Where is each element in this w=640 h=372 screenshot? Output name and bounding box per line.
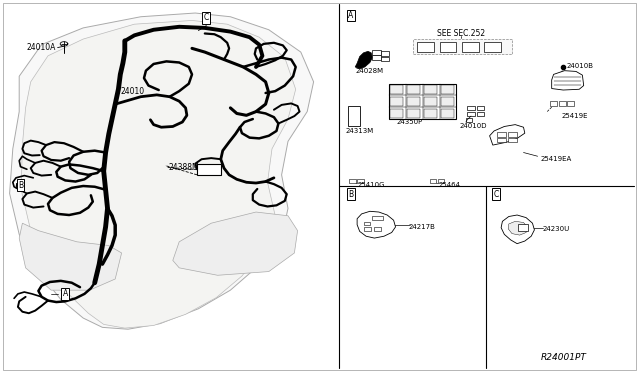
Text: 24350P: 24350P bbox=[397, 119, 423, 125]
Bar bbox=[381, 51, 389, 56]
Text: 25419EA: 25419EA bbox=[541, 156, 572, 162]
Text: B: B bbox=[348, 190, 353, 199]
Text: 25419E: 25419E bbox=[562, 113, 588, 119]
Bar bbox=[508, 132, 517, 137]
Bar bbox=[441, 97, 454, 106]
Bar bbox=[424, 109, 437, 118]
Text: B: B bbox=[18, 181, 23, 190]
Bar bbox=[466, 118, 472, 122]
Bar bbox=[477, 112, 484, 116]
Bar bbox=[407, 109, 420, 118]
Bar bbox=[417, 42, 434, 52]
Text: 24217B: 24217B bbox=[408, 224, 435, 230]
Text: 24010B: 24010B bbox=[566, 63, 593, 69]
Bar bbox=[484, 42, 501, 52]
Polygon shape bbox=[355, 51, 372, 69]
Bar bbox=[508, 138, 517, 142]
Bar bbox=[16, 183, 24, 188]
Polygon shape bbox=[552, 71, 584, 90]
Bar bbox=[390, 97, 403, 106]
Text: 25410G: 25410G bbox=[357, 182, 385, 188]
Polygon shape bbox=[508, 221, 527, 235]
Text: SEE SEC.252: SEE SEC.252 bbox=[436, 29, 485, 38]
Bar bbox=[518, 224, 528, 231]
Bar bbox=[364, 222, 370, 225]
Bar bbox=[381, 57, 389, 61]
Bar bbox=[390, 109, 403, 118]
Bar bbox=[438, 179, 444, 183]
Text: 24010: 24010 bbox=[120, 87, 145, 96]
Bar bbox=[497, 138, 506, 142]
Polygon shape bbox=[173, 212, 298, 275]
Bar bbox=[477, 106, 484, 110]
Bar bbox=[550, 101, 557, 106]
Bar bbox=[357, 179, 364, 183]
Bar bbox=[364, 227, 371, 231]
Bar bbox=[559, 101, 566, 106]
Bar bbox=[389, 84, 456, 119]
Bar bbox=[372, 50, 381, 55]
Bar bbox=[497, 132, 506, 137]
Bar bbox=[467, 106, 475, 110]
Bar bbox=[424, 97, 437, 106]
Bar bbox=[441, 109, 454, 118]
Text: 24010D: 24010D bbox=[460, 123, 487, 129]
Text: A: A bbox=[63, 289, 68, 298]
Bar bbox=[424, 85, 437, 94]
Text: 25464: 25464 bbox=[438, 182, 460, 188]
Bar bbox=[407, 85, 420, 94]
Polygon shape bbox=[357, 211, 396, 238]
Bar bbox=[441, 85, 454, 94]
Bar bbox=[372, 216, 383, 220]
Bar bbox=[349, 179, 356, 183]
Polygon shape bbox=[10, 13, 314, 329]
Bar bbox=[372, 55, 381, 60]
Polygon shape bbox=[19, 223, 122, 290]
Bar bbox=[440, 42, 456, 52]
Text: 24388M: 24388M bbox=[169, 163, 200, 172]
Text: 24028M: 24028M bbox=[355, 68, 383, 74]
Text: 24010A: 24010A bbox=[27, 43, 56, 52]
Bar bbox=[467, 112, 475, 116]
Text: 24313M: 24313M bbox=[346, 128, 374, 134]
Bar bbox=[567, 101, 574, 106]
Polygon shape bbox=[490, 125, 525, 145]
Bar bbox=[374, 227, 381, 231]
Bar bbox=[462, 42, 479, 52]
Polygon shape bbox=[21, 20, 296, 328]
Text: C: C bbox=[204, 13, 209, 22]
Bar bbox=[348, 106, 360, 126]
Bar bbox=[407, 97, 420, 106]
Bar bbox=[430, 179, 436, 183]
Polygon shape bbox=[501, 215, 534, 244]
Text: C: C bbox=[493, 190, 499, 199]
Bar bbox=[413, 39, 512, 54]
Text: 24230U: 24230U bbox=[543, 226, 570, 232]
Bar bbox=[197, 164, 221, 175]
Text: R24001PT: R24001PT bbox=[540, 353, 586, 362]
Text: A: A bbox=[348, 11, 353, 20]
Bar bbox=[390, 85, 403, 94]
